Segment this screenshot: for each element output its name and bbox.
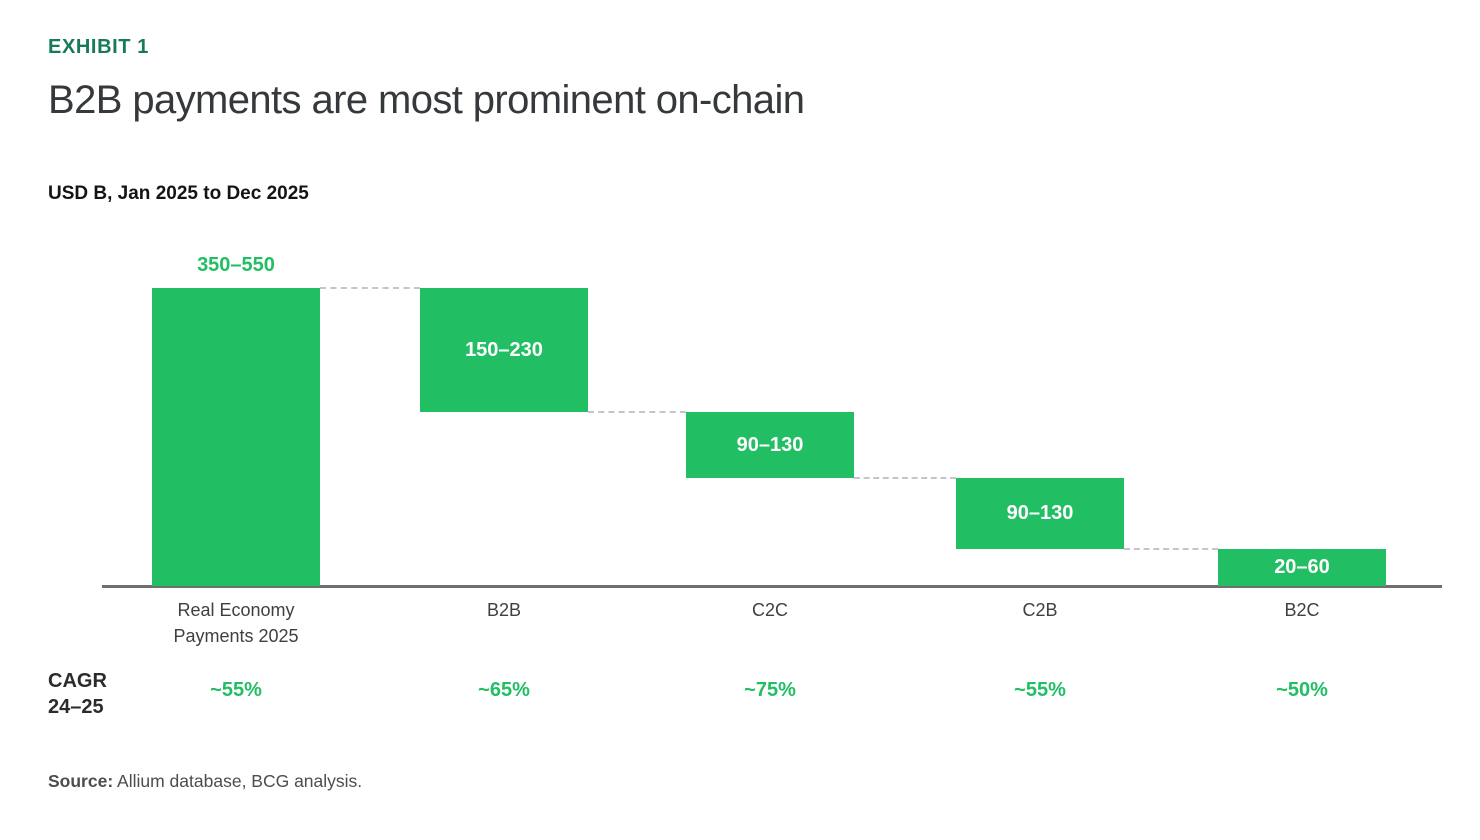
source-prefix: Source:	[48, 771, 114, 791]
cagr-value-real-economy-payments-2025: ~55%	[210, 679, 262, 701]
bar-value-label: 350–550	[197, 254, 275, 276]
bar-value-label: 150–230	[465, 338, 543, 361]
chart-unit-subtitle: USD B, Jan 2025 to Dec 2025	[48, 183, 309, 204]
cagr-value-b2c: ~50%	[1276, 679, 1328, 701]
waterfall-connector	[320, 287, 420, 289]
bar-value-label: 20–60	[1274, 556, 1330, 578]
cagr-value-b2b: ~65%	[478, 679, 530, 701]
bar-value-label: 90–130	[1006, 502, 1074, 524]
source-text: Allium database, BCG analysis.	[113, 771, 363, 791]
axis-label-c2b: C2B	[1022, 600, 1058, 620]
axis-label-c2c: C2C	[751, 600, 788, 620]
exhibit-label: EXHIBIT 1	[48, 36, 149, 58]
source-note: Source: Allium database, BCG analysis.	[48, 771, 362, 792]
axis-label-real-economy-payments-2025: Real Economy Payments 2025	[173, 600, 299, 647]
cagr-row-label: CAGR 24–25	[48, 670, 107, 718]
bar-b2b: 150–230	[420, 288, 588, 412]
waterfall-connector	[854, 477, 956, 479]
waterfall-connector	[588, 411, 686, 413]
bar-value-label: 90–130	[736, 433, 804, 456]
axis-label-b2c: B2C	[1284, 600, 1320, 620]
waterfall-connector	[1124, 548, 1218, 550]
x-axis-line	[102, 585, 1442, 588]
bar-real-economy-payments-2025	[152, 288, 320, 586]
axis-label-b2b: B2B	[486, 600, 522, 620]
bar-c2b: 90–130	[956, 478, 1124, 549]
cagr-value-c2c: ~75%	[744, 679, 796, 701]
bar-c2c: 90–130	[686, 412, 854, 478]
cagr-value-c2b: ~55%	[1014, 679, 1066, 701]
bar-b2c: 20–60	[1218, 549, 1386, 586]
page-title: B2B payments are most prominent on-chain	[48, 78, 805, 122]
